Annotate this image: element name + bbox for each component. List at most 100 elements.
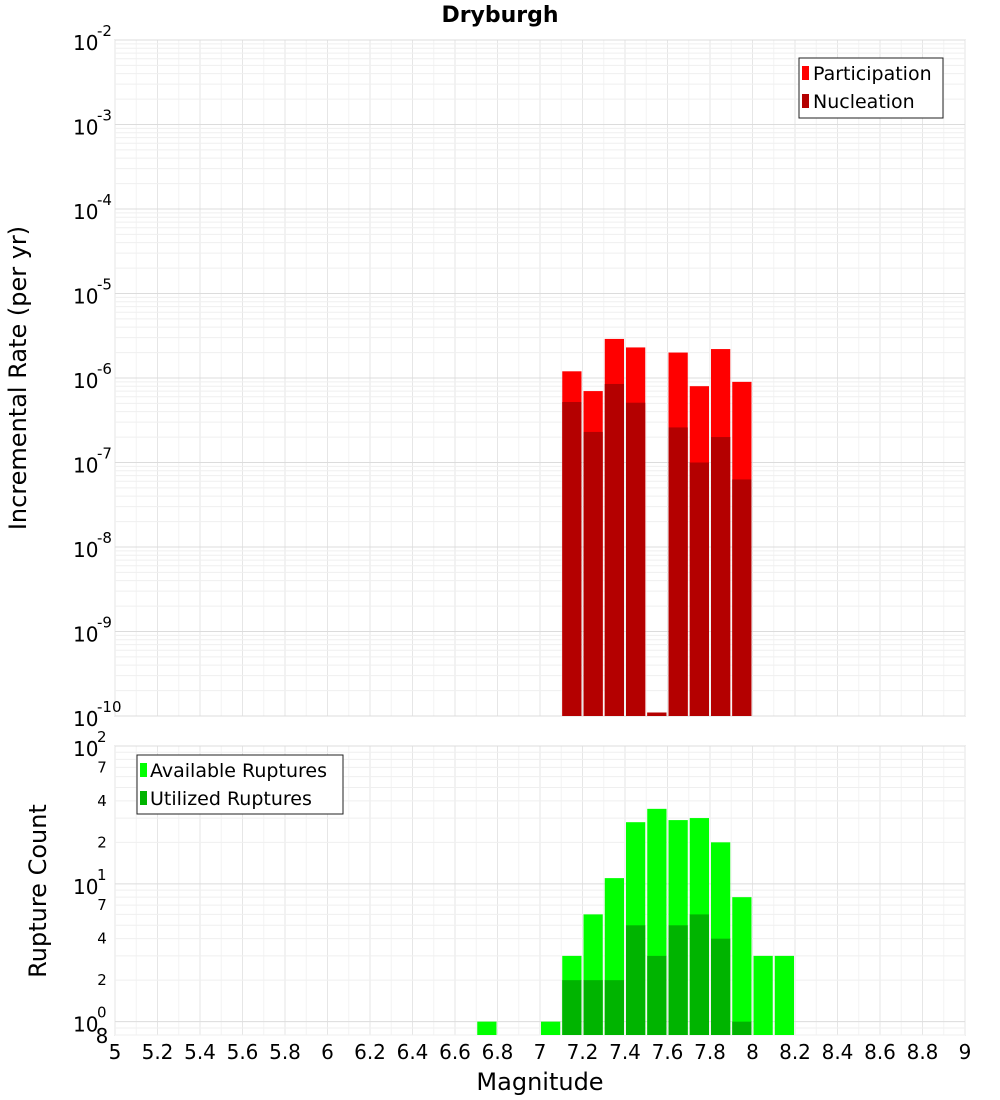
- x-tick-label: 8.4: [822, 1040, 854, 1064]
- utilized-ruptures-bar: [711, 938, 731, 1035]
- rate-y-tick-exponent: -4: [97, 191, 112, 209]
- x-tick-label: 6.4: [397, 1040, 429, 1064]
- available-ruptures-bar: [732, 897, 752, 1035]
- count-y-minor-label: 7: [97, 758, 107, 776]
- nucleation-legend-swatch: [802, 94, 809, 108]
- x-tick-label: 5.4: [184, 1040, 216, 1064]
- x-tick-label: 8.8: [907, 1040, 939, 1064]
- count-y-tick-label: 10: [73, 875, 98, 899]
- x-tick-label: 5: [109, 1040, 122, 1064]
- x-tick-label: 7: [534, 1040, 547, 1064]
- rate-y-tick-label: 10: [73, 31, 98, 55]
- count-y-minor-label: 2: [97, 971, 107, 989]
- nucleation-bar: [604, 383, 624, 716]
- chart-title: Dryburgh: [441, 3, 558, 28]
- count-y-tick-label: 10: [73, 737, 98, 761]
- count-y-tick-label: 10: [73, 1013, 98, 1037]
- rate-y-tick-label: 10: [73, 623, 98, 647]
- x-tick-label: 8: [746, 1040, 759, 1064]
- nucleation-bar: [732, 479, 752, 716]
- x-tick-label: 7.8: [694, 1040, 726, 1064]
- rate-y-tick-exponent: -2: [97, 22, 112, 40]
- utilized-legend-swatch: [140, 791, 147, 805]
- count-y-minor-label: 4: [97, 792, 107, 810]
- nucleation-bar: [647, 712, 667, 716]
- rate-y-tick-label: 10: [73, 454, 98, 478]
- x-tick-label: 6.2: [354, 1040, 386, 1064]
- available-ruptures-bar: [541, 1021, 561, 1035]
- rate-legend[interactable]: Participation Nucleation: [798, 57, 944, 119]
- x-tick-label: 7.6: [652, 1040, 684, 1064]
- participation-legend-label: Participation: [813, 63, 932, 85]
- nucleation-legend-label: Nucleation: [813, 91, 915, 113]
- utilized-ruptures-bar: [626, 925, 646, 1035]
- utilized-ruptures-bars: [562, 914, 752, 1035]
- rate-y-tick-exponent: -9: [97, 614, 112, 632]
- count-y-axis-title: Rupture Count: [24, 804, 52, 978]
- utilized-ruptures-bar: [604, 980, 624, 1035]
- utilized-legend-label: Utilized Ruptures: [150, 788, 312, 810]
- available-ruptures-bar: [753, 955, 773, 1035]
- count-y-tick-exponent: 0: [97, 1004, 107, 1022]
- utilized-ruptures-bar: [732, 1021, 752, 1035]
- nucleation-bar: [626, 402, 646, 716]
- x-tick-label: 6.6: [439, 1040, 471, 1064]
- x-tick-label: 6: [321, 1040, 334, 1064]
- nucleation-bar: [583, 431, 603, 716]
- x-tick-label: 8.2: [779, 1040, 811, 1064]
- count-y-minor-label: 7: [97, 896, 107, 914]
- rate-y-tick-exponent: -7: [97, 445, 112, 463]
- available-legend-swatch: [140, 763, 147, 777]
- rate-y-tick-label: 10: [73, 116, 98, 140]
- count-y-tick-exponent: 2: [97, 728, 107, 746]
- utilized-ruptures-bar: [689, 914, 709, 1035]
- x-tick-labels: 5 5.2 5.4 5.6 5.8 6 6.2 6.4 6.6 6.8 7 7.2 7.4 7.6 7.8 8…: [109, 1040, 972, 1064]
- available-ruptures-bar: [774, 955, 794, 1035]
- rate-y-tick-exponent: -3: [97, 107, 112, 125]
- x-axis-title: Magnitude: [476, 1068, 603, 1096]
- x-tick-label: 9: [959, 1040, 972, 1064]
- rate-y-tick-label: 10: [73, 200, 98, 224]
- rate-y-tick-label: 10: [73, 538, 98, 562]
- rate-y-tick-label: 10: [73, 285, 98, 309]
- utilized-ruptures-bar: [668, 925, 688, 1035]
- nucleation-bar: [562, 401, 582, 716]
- count-y-tick-exponent: 1: [97, 866, 107, 884]
- available-ruptures-bar: [477, 1021, 497, 1035]
- rate-y-tick-label: 10: [73, 707, 98, 731]
- count-y-minor-label: 4: [97, 930, 107, 948]
- rate-y-axis-title: Incremental Rate (per yr): [4, 226, 32, 530]
- nucleation-bar: [711, 437, 731, 716]
- count-legend[interactable]: Available Ruptures Utilized Ruptures: [136, 754, 344, 815]
- x-tick-label: 5.2: [142, 1040, 174, 1064]
- rate-y-tick-exponent: -6: [97, 360, 112, 378]
- utilized-ruptures-bar: [647, 955, 667, 1035]
- rate-nucleation-bars: [562, 383, 752, 716]
- x-tick-label: 5.8: [269, 1040, 301, 1064]
- x-tick-label: 5.6: [227, 1040, 259, 1064]
- rate-grid: [114, 39, 966, 717]
- nucleation-bar: [689, 462, 709, 716]
- available-legend-label: Available Ruptures: [150, 760, 327, 782]
- nucleation-bar: [668, 427, 688, 716]
- x-tick-label: 8.6: [864, 1040, 896, 1064]
- utilized-ruptures-bar: [583, 980, 603, 1035]
- rate-legend-box: [798, 57, 944, 119]
- x-tick-label: 7.2: [567, 1040, 599, 1064]
- participation-legend-swatch: [802, 66, 809, 80]
- utilized-ruptures-bar: [562, 980, 582, 1035]
- rate-y-tick-exponent: -10: [97, 698, 122, 716]
- rate-y-tick-exponent: -5: [97, 276, 112, 294]
- count-legend-box: [136, 754, 344, 815]
- rate-y-tick-label: 10: [73, 369, 98, 393]
- x-tick-label: 6.8: [482, 1040, 514, 1064]
- count-y-minor-label: 8: [96, 1024, 109, 1048]
- rate-y-tick-exponent: -8: [97, 529, 112, 547]
- count-y-minor-label: 2: [97, 833, 107, 851]
- x-tick-label: 7.4: [609, 1040, 641, 1064]
